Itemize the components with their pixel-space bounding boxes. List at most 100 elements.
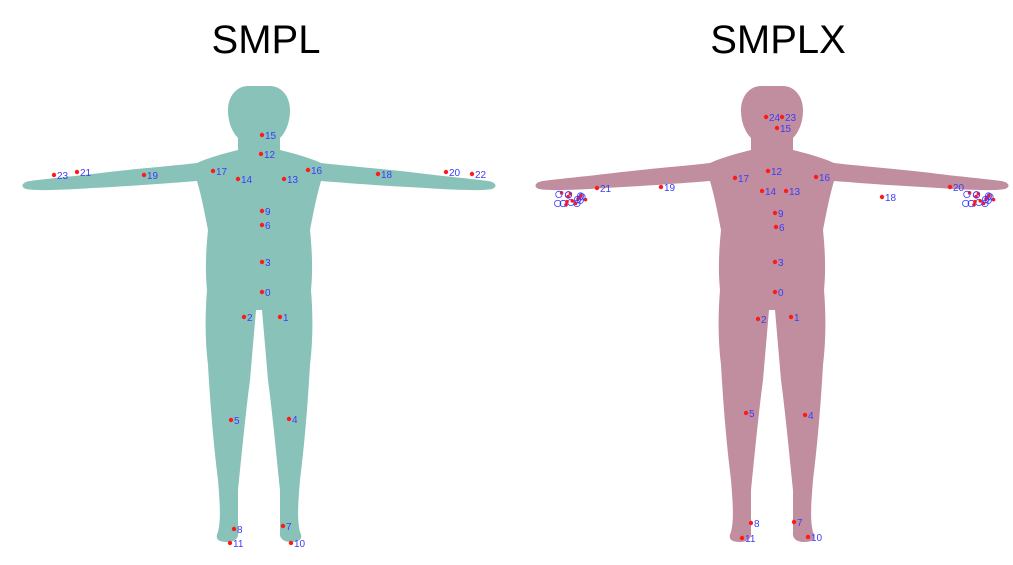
smpl-joint-dot-12 (258, 151, 264, 157)
smpl-joint-label-16: 16 (311, 166, 323, 177)
smpl-joint-label-13: 13 (287, 175, 299, 186)
smplx-joint-dot-11 (739, 535, 745, 541)
smplx-joint-dot-19 (658, 184, 664, 190)
smpl-joint-dot-23 (51, 172, 57, 178)
smpl-joint-dot-8 (231, 526, 237, 532)
smplx-joint-label-20: 20 (953, 183, 965, 194)
smplx-joint-dot-14 (759, 188, 765, 194)
smpl-joint-dot-10 (288, 540, 294, 546)
smplx-joint-dot-10 (805, 534, 811, 540)
smpl-joint-dot-2 (241, 314, 247, 320)
smpl-joint-label-6: 6 (265, 221, 271, 232)
smplx-hand-joint-left (573, 195, 582, 204)
smplx-joint-label-8: 8 (754, 519, 760, 530)
smplx-joint-label-7: 7 (797, 518, 803, 529)
smpl-joint-label-22: 22 (475, 170, 487, 181)
smplx-hand-joint-left (565, 199, 569, 204)
smplx-joint-dot-4 (802, 412, 808, 418)
smpl-joint-dot-14 (235, 176, 241, 182)
smplx-joint-dot-21 (594, 185, 600, 191)
smplx-joint-label-17: 17 (738, 174, 750, 185)
smplx-hand-joint-right (978, 199, 983, 203)
smpl-joint-label-7: 7 (286, 522, 292, 533)
smplx-hand-joint-right (981, 195, 990, 204)
smplx-joint-dot-20 (947, 184, 953, 190)
smplx-joint-label-23: 23 (785, 113, 797, 124)
smplx-joint-dot-7 (791, 519, 797, 525)
smplx-hand-joint-clusters (554, 190, 996, 208)
smplx-joint-label-5: 5 (749, 409, 755, 420)
smpl-joint-dot-19 (141, 172, 147, 178)
smplx-joint-label-12: 12 (771, 167, 783, 178)
smplx-hand-joint-right (967, 199, 975, 208)
smplx-joint-label-1: 1 (794, 313, 800, 324)
smplx-hand-joint-right (986, 193, 994, 201)
smplx-joint-label-19: 19 (664, 183, 676, 194)
smpl-joint-dot-7 (280, 523, 286, 529)
smplx-joint-label-10: 10 (811, 533, 823, 544)
smplx-joint-dot-12 (765, 168, 771, 174)
smpl-joint-dot-6 (259, 222, 265, 228)
smplx-joint-label-3: 3 (778, 258, 784, 269)
smpl-joint-dot-5 (228, 417, 234, 423)
smpl-joint-dot-20 (443, 169, 449, 175)
smpl-joint-label-19: 19 (147, 171, 159, 182)
panel-title-smpl: SMPL (211, 18, 321, 62)
smplx-hand-joint-left (554, 199, 562, 208)
smplx-hand-joint-right (972, 191, 981, 199)
smplx-joint-dot-24 (763, 114, 769, 120)
smpl-joint-label-4: 4 (292, 415, 298, 426)
smpl-joint-dot-4 (286, 416, 292, 422)
smpl-joint-label-3: 3 (265, 258, 271, 269)
smplx-joint-label-13: 13 (789, 187, 801, 198)
smplx-joint-label-24: 24 (769, 113, 781, 124)
smpl-joint-label-20: 20 (449, 168, 461, 179)
smplx-joint-label-15: 15 (780, 124, 792, 135)
smplx-hand-joint-left (570, 199, 575, 203)
smplx-hand-joint-left (578, 193, 586, 201)
smplx-joint-dot-9 (772, 210, 778, 216)
smplx-joint-dot-1 (788, 314, 794, 320)
smplx-joint-dot-15 (774, 125, 780, 131)
smplx-joint-dot-17 (732, 175, 738, 181)
smplx-joint-dot-0 (772, 289, 778, 295)
smpl-joint-label-11: 11 (233, 539, 244, 550)
smpl-joint-label-10: 10 (294, 539, 306, 550)
smpl-joint-label-9: 9 (265, 207, 271, 218)
smplx-joint-dot-13 (783, 188, 789, 194)
smplx-joint-dot-6 (773, 224, 779, 230)
smplx-body (535, 86, 1009, 542)
smplx-hand-joint-left (579, 193, 583, 198)
smplx-hand-joint-right (962, 199, 970, 208)
smplx-joint-dot-5 (743, 410, 749, 416)
smpl-joint-dot-15 (259, 132, 265, 138)
smpl-joint-dot-22 (469, 171, 475, 177)
smplx-joint-dot-18 (879, 194, 885, 200)
smplx-joint-dot-2 (755, 316, 761, 322)
smplx-hand-joint-left (564, 191, 573, 199)
smplx-joint-label-4: 4 (808, 411, 814, 422)
smpl-joint-dot-16 (305, 167, 311, 173)
smpl-joint-dot-11 (227, 540, 233, 546)
smplx-joint-label-11: 11 (745, 534, 756, 545)
smplx-joint-dot-3 (772, 259, 778, 265)
smplx-joint-label-0: 0 (778, 288, 784, 299)
smpl-joint-dot-3 (259, 259, 265, 265)
smplx-hand-joint-right (973, 199, 977, 204)
smplx-hand-joint-right (963, 190, 971, 199)
smplx-joint-dot-8 (748, 520, 754, 526)
smpl-joint-label-23: 23 (57, 171, 69, 182)
smplx-joint-label-21: 21 (600, 184, 612, 195)
smplx-joint-dot-23 (779, 114, 785, 120)
smpl-joint-dot-9 (259, 208, 265, 214)
smplx-joint-label-9: 9 (778, 209, 784, 220)
smpl-joint-label-1: 1 (283, 313, 289, 324)
smpl-joint-dot-13 (281, 176, 287, 182)
smpl-joint-label-14: 14 (241, 175, 253, 186)
smplx-hand-joint-left (555, 190, 563, 199)
smplx-joint-dot-16 (813, 174, 819, 180)
smplx-hand-joint-left (559, 199, 567, 208)
